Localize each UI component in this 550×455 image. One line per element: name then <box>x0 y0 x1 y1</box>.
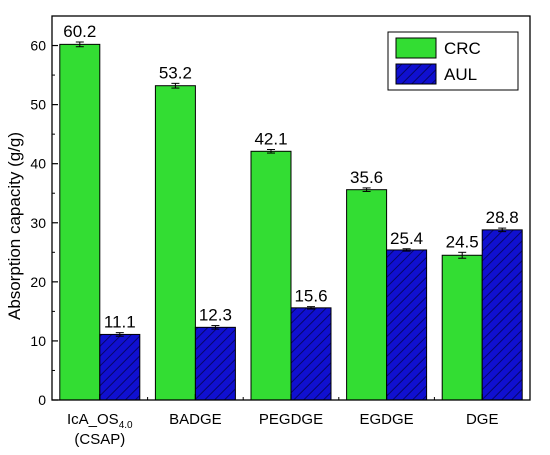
bar-aul-2 <box>290 307 332 401</box>
bar-aul-3 <box>386 249 428 401</box>
legend-label-crc: CRC <box>444 39 481 58</box>
x-tick-label: PEGDGE <box>259 411 323 428</box>
y-tick-label: 30 <box>30 215 46 231</box>
data-label-aul-2: 15.6 <box>294 287 327 306</box>
bar-aul-0 <box>99 333 141 401</box>
data-label-crc-4: 24.5 <box>446 232 479 251</box>
data-label-aul-1: 12.3 <box>199 306 232 325</box>
bar-crc-3 <box>346 189 388 401</box>
x-tick-label: BADGE <box>169 411 222 428</box>
legend-label-aul: AUL <box>444 65 477 84</box>
data-label-aul-0: 11.1 <box>104 313 136 332</box>
bar-crc-4 <box>441 254 483 401</box>
data-label-crc-1: 53.2 <box>159 63 192 82</box>
data-label-crc-0: 60.2 <box>63 22 96 41</box>
data-label-crc-3: 35.6 <box>350 168 383 187</box>
bar-crc-1 <box>154 85 196 401</box>
data-label-crc-2: 42.1 <box>254 130 287 149</box>
error-bar-crc-4 <box>458 251 467 259</box>
x-tick-label-line2: (CSAP) <box>74 431 125 448</box>
error-bar-aul-1 <box>211 325 220 330</box>
y-tick-label: 40 <box>30 156 46 172</box>
error-bars-layer <box>75 41 507 337</box>
bars-layer <box>59 43 523 401</box>
bar-crc-2 <box>250 150 292 401</box>
error-bar-crc-2 <box>267 149 275 154</box>
data-label-aul-4: 28.8 <box>486 208 519 227</box>
error-bar-aul-0 <box>115 332 124 337</box>
error-bar-crc-1 <box>171 82 180 89</box>
bar-crc-0 <box>59 43 101 401</box>
y-tick-label: 50 <box>30 97 46 113</box>
error-bar-aul-4 <box>498 227 507 233</box>
legend-swatch-crc <box>395 37 437 59</box>
y-tick-label: 20 <box>30 274 46 290</box>
data-label-aul-3: 25.4 <box>390 229 423 248</box>
error-bar-crc-3 <box>362 187 371 192</box>
bar-aul-4 <box>481 229 523 401</box>
error-bar-aul-3 <box>402 248 411 252</box>
data-labels-layer: 60.2 11.1 53.2 12.3 42.1 15.6 35.6 25.4 24.5 28.8 <box>63 22 518 332</box>
x-tick-label: DGE <box>466 411 499 428</box>
error-bar-aul-2 <box>307 306 315 310</box>
legend: CRC AUL <box>387 31 519 91</box>
y-tick-label: 0 <box>38 392 46 408</box>
bar-aul-1 <box>194 326 236 401</box>
error-bar-crc-0 <box>75 41 84 48</box>
axes-layer: 0 10 20 30 40 50 60 IcA_OS4.0(CSAP) BADGE PEGDGE E… <box>30 15 531 448</box>
y-axis-label: Absorption capacity (g/g) <box>5 132 24 320</box>
x-tick-label: IcA_OS4.0 <box>67 411 133 431</box>
y-tick-label: 60 <box>30 38 46 54</box>
legend-swatch-aul <box>395 63 437 85</box>
y-tick-label: 10 <box>30 333 46 349</box>
x-tick-label: EGDGE <box>360 411 414 428</box>
